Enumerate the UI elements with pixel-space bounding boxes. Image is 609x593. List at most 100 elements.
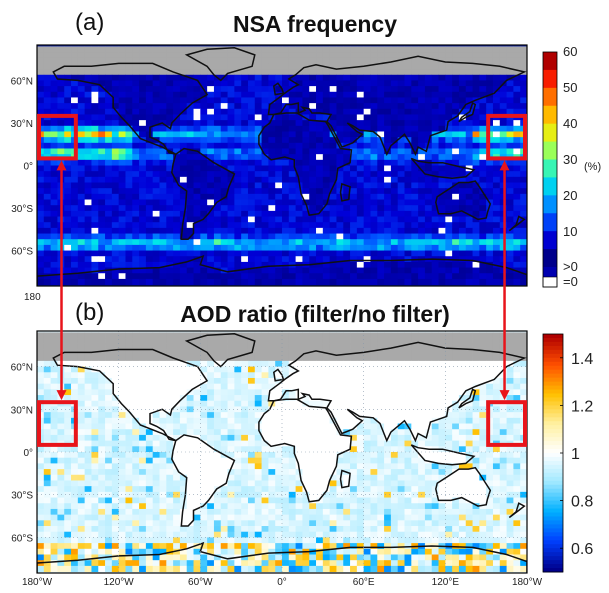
panel-a-cell [84,205,92,212]
panel-a-cell [200,103,208,110]
panel-a-cell [193,233,201,240]
panel-b-cell [411,463,419,470]
panel-a-cell [118,193,126,200]
panel-a-cell [404,74,412,81]
panel-a-cell [227,278,235,285]
panel-a-cell [166,273,174,280]
panel-b-cell [241,366,249,373]
panel-b-cell [200,383,208,390]
panel-b-cell [98,446,106,453]
panel-b-cell [145,338,154,345]
panel-a-cell [452,74,460,81]
panel-b-cell [309,360,317,367]
panel-a-cell [118,120,126,127]
panel-b-cell [261,349,269,356]
panel-a-cell [404,210,412,217]
panel-a-cell [431,188,439,195]
panel-a-cell [220,216,228,223]
panel-a-cell [43,108,52,115]
panel-a-cell [200,108,208,115]
panel-b-cell [179,349,188,356]
panel-b-cell [91,423,99,430]
panel-a-cell [118,86,126,93]
panel-b-cell [343,366,351,373]
panel-a-cell [302,205,310,212]
panel-a-cell [241,57,249,64]
panel-a-cell [452,273,460,280]
panel-b-cell [445,349,453,356]
panel-a-cell [43,52,52,59]
panel-a-cell [173,125,181,132]
panel-a-cell [105,86,113,93]
panel-b-cell [84,469,92,476]
panel-a-cell [384,103,392,110]
panel-a-cell [152,176,160,183]
panel-a-cell [220,227,228,234]
panel-a-cell [370,250,378,257]
panel-a-cell [77,52,86,59]
panel-a-cell [513,273,521,280]
panel-a-cell [424,261,433,268]
panel-a-cell [336,261,344,268]
panel-b-cell [125,480,133,487]
panel-a-cell [479,154,487,161]
panel-b-cell [98,412,106,419]
panel-a-cell [350,69,358,76]
panel-b-cell [282,383,290,390]
panel-a-cell [105,74,113,81]
panel-a-cell [139,182,147,189]
panel-b-cell [309,417,317,424]
panel-b-cell [186,343,194,350]
panel-a-cell [363,250,371,257]
panel-a-cell [234,91,242,98]
panel-a-cell [329,273,337,280]
panel-b-cell [438,423,446,430]
panel-a-cell [118,256,126,263]
panel-a-cell [282,91,290,98]
panel-a-cell [179,137,188,144]
panel-a-cell [159,114,167,121]
panel-a-cell [336,137,344,144]
panel-b-cell [173,349,181,356]
panel-b-cell [513,343,521,350]
panel-a-cell [91,74,99,81]
panel-a-cell [268,193,276,200]
panel-a-cell [43,159,52,166]
panel-a-cell [132,86,140,93]
panel-a-cell [418,233,426,240]
panel-a-cell [390,52,399,59]
panel-b-cell [139,395,147,402]
panel-b-cell [275,332,283,339]
panel-a-cell [159,80,167,87]
panel-a-cell [465,86,473,93]
panel-a-cell [125,114,133,121]
panel-b-cell [227,417,235,424]
panel-b-cell [105,480,113,487]
panel-a-cell [302,250,310,257]
panel-a-cell [241,222,249,229]
panel-a-cell [309,148,317,155]
panel-a-cell [50,131,58,138]
panel-b-cell [316,395,324,402]
panel-a-cell [37,46,45,53]
panel-a-cell [261,267,269,274]
panel-a-cell [397,233,405,240]
panel-a-cell [247,227,256,234]
panel-a-cell [404,159,412,166]
panel-a-cell [458,165,467,172]
panel-b-cell [50,377,58,385]
panel-b-cell [492,395,501,402]
panel-b-cell [43,395,52,402]
panel-b-cell [234,412,242,419]
panel-a-cell [492,142,501,149]
panel-b-cell [220,457,228,464]
panel-b-cell [520,332,527,339]
panel-a-cell [295,120,303,127]
panel-b-cell [472,366,480,373]
panel-b-cell [186,377,194,385]
panel-a-cell [384,52,392,59]
panel-b-cell [458,463,467,470]
panel-a-cell [486,273,494,280]
panel-a-cell [424,142,433,149]
panel-b-cell [424,469,433,476]
